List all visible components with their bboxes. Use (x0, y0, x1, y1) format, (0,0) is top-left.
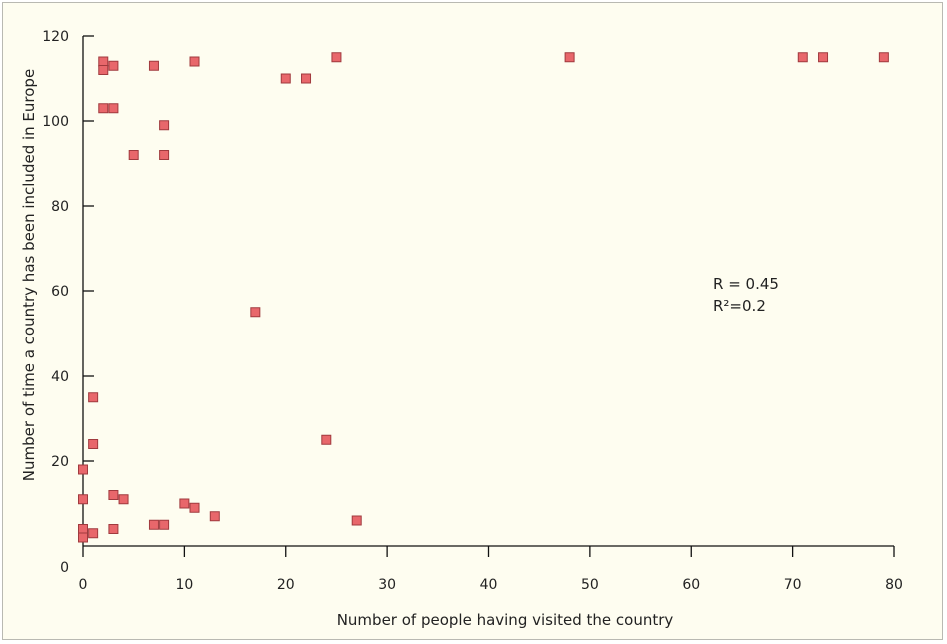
data-point (88, 392, 99, 403)
tick-marks: 0 10 20 30 40 50 60 70 80 0 20 40 60 80 100 120 (42, 29, 903, 593)
data-point (159, 150, 170, 160)
data-point (88, 439, 99, 449)
data-point (108, 524, 119, 534)
x-tick-label: 40 (480, 577, 498, 593)
x-tick-label: 80 (885, 577, 903, 593)
data-point (189, 56, 200, 67)
x-axis-label: Number of people having visited the coun… (337, 611, 674, 629)
x-tick-label: 50 (581, 577, 599, 593)
data-point (108, 490, 119, 500)
data-point (301, 73, 312, 84)
data-point (818, 52, 829, 63)
data-point (250, 307, 261, 318)
y-tick-label: 100 (42, 114, 69, 130)
y-tick-label: 40 (51, 369, 69, 385)
data-point (564, 52, 575, 63)
data-point (88, 528, 99, 539)
data-point (331, 52, 342, 63)
data-point (108, 60, 119, 71)
data-point (179, 498, 190, 509)
x-tick-label: 10 (175, 577, 193, 593)
data-point (118, 494, 129, 505)
y-tick-label: 20 (51, 454, 69, 470)
data-point (98, 103, 109, 114)
x-tick-label: 70 (784, 577, 802, 593)
data-point (78, 524, 88, 534)
x-tick-label: 30 (378, 577, 396, 593)
data-point (98, 56, 109, 67)
data-point (797, 52, 808, 63)
data-point (148, 519, 159, 530)
data-point (78, 532, 88, 543)
data-point (878, 52, 889, 63)
data-point (189, 502, 200, 513)
data-point (159, 120, 170, 131)
y-tick-label: 0 (60, 560, 69, 576)
y-tick-label: 60 (51, 284, 69, 300)
r-squared-annotation: R²=0.2 (713, 297, 766, 315)
data-point (78, 464, 88, 475)
data-point (209, 511, 220, 522)
x-tick-label: 60 (682, 577, 700, 593)
x-tick-label: 0 (79, 577, 88, 593)
data-point (98, 65, 109, 75)
y-tick-label: 120 (42, 29, 69, 45)
data-point (78, 494, 88, 505)
data-point (280, 73, 291, 84)
y-axis-label: Number of time a country has been includ… (20, 69, 38, 481)
data-point (128, 150, 139, 160)
x-tick-label: 20 (277, 577, 295, 593)
data-point (351, 515, 362, 526)
data-point (108, 103, 119, 114)
data-point (321, 434, 332, 445)
data-points (78, 52, 889, 543)
correlation-r-annotation: R = 0.45 (713, 275, 779, 293)
data-point (159, 519, 170, 530)
scatter-plot: 0 10 20 30 40 50 60 70 80 0 20 40 60 80 100 120 Number … (20, 29, 903, 629)
data-point (148, 60, 159, 71)
y-tick-label: 80 (51, 199, 69, 215)
